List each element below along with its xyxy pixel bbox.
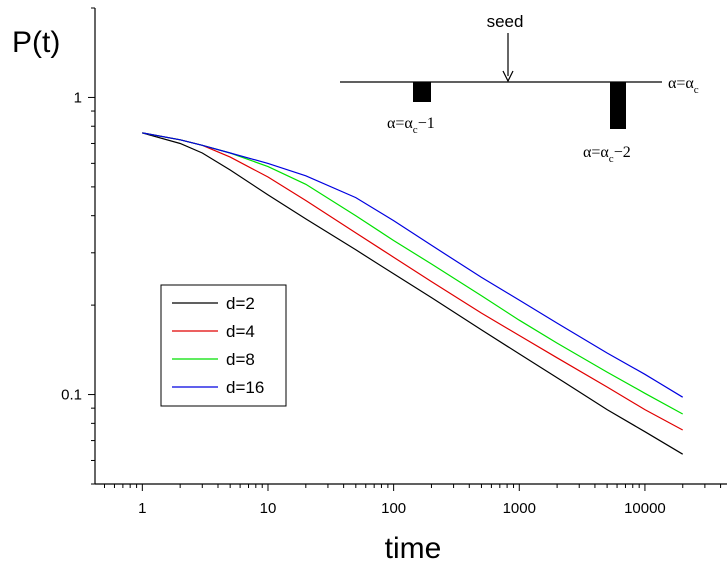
inset-bar-1-label: α=αc−1 xyxy=(387,115,435,136)
x-axis-label: time xyxy=(385,532,442,563)
inset-bar-2-label: α=αc−2 xyxy=(583,144,631,165)
legend-box xyxy=(160,284,287,407)
inset-bar-2 xyxy=(610,82,626,129)
y-tick-label: 0.1 xyxy=(61,387,82,404)
seed-label: seed xyxy=(487,12,524,31)
inset-level-label: α=αc xyxy=(668,75,699,96)
series-lines xyxy=(142,132,684,455)
x-tick-label: 1 xyxy=(138,500,146,517)
legend-label: d=2 xyxy=(226,294,255,313)
x-tick-label: 10000 xyxy=(624,500,666,517)
inset-schematic: seed α=αc α=αc−1 α=αc−2 xyxy=(340,12,699,165)
x-tick-label: 10 xyxy=(260,500,277,517)
y-axis-label: P(t) xyxy=(12,26,60,59)
legend-label: d=4 xyxy=(226,322,255,341)
axis-ticks xyxy=(88,7,722,491)
seed-arrow-head xyxy=(502,70,514,83)
inset-bar-1 xyxy=(413,82,431,102)
y-tick-label: 1 xyxy=(74,89,82,106)
series-line-d4 xyxy=(142,132,683,431)
legend-label: d=8 xyxy=(226,350,255,369)
axis-tick-labels: 1 10 100 1000 10000 1 0.1 xyxy=(61,89,666,517)
series-line-d16 xyxy=(142,132,684,398)
x-tick-label: 1000 xyxy=(503,500,536,517)
legend-label: d=16 xyxy=(226,378,264,397)
x-tick-label: 100 xyxy=(381,500,406,517)
series-line-d2 xyxy=(142,132,684,455)
legend: d=2 d=4 d=8 d=16 xyxy=(160,284,287,407)
